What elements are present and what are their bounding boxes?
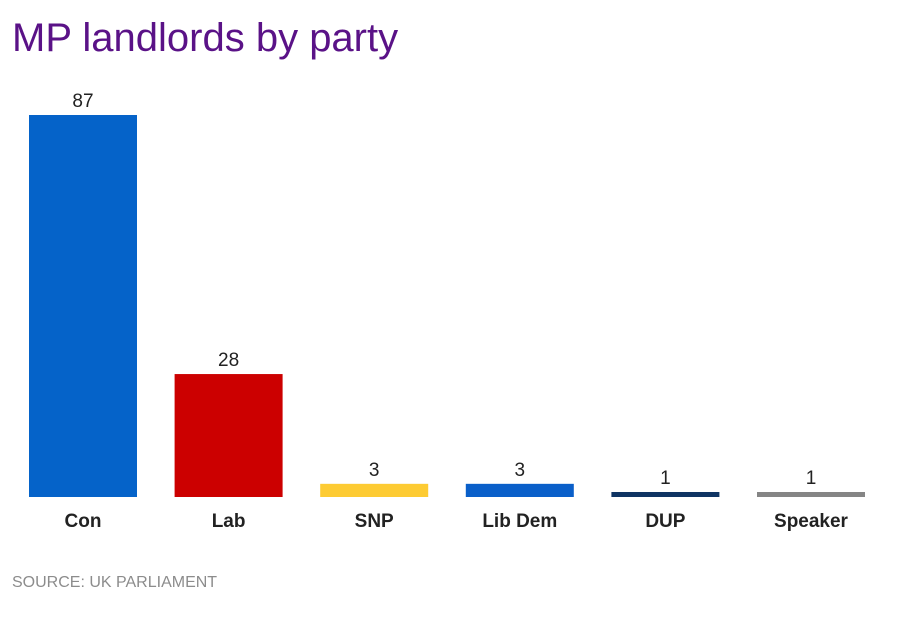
bar-lab <box>174 374 283 497</box>
bar-lib-dem <box>465 483 574 497</box>
bar-dup <box>611 492 720 497</box>
value-label-con: 87 <box>72 91 93 112</box>
bar-con <box>29 115 137 497</box>
category-label-con: Con <box>65 511 102 532</box>
category-label-dup: DUP <box>645 511 685 532</box>
category-label-lab: Lab <box>212 511 246 532</box>
category-label-lib-dem: Lib Dem <box>482 511 557 532</box>
value-label-dup: 1 <box>660 468 671 489</box>
bar-speaker <box>757 492 865 497</box>
bar-chart: 87 Con 28 Lab 3 SNP 3 Lib Dem 1 DUP 1 Speaker <box>29 91 865 532</box>
bar-snp <box>320 483 429 497</box>
source-note: SOURCE: UK PARLIAMENT <box>12 574 218 591</box>
value-label-speaker: 1 <box>806 468 817 489</box>
category-label-speaker: Speaker <box>774 511 849 532</box>
value-label-lab: 28 <box>218 350 239 371</box>
category-label-snp: SNP <box>355 511 394 532</box>
chart-title: MP landlords by party <box>12 16 399 60</box>
value-label-lib-dem: 3 <box>515 460 526 481</box>
value-label-snp: 3 <box>369 460 380 481</box>
